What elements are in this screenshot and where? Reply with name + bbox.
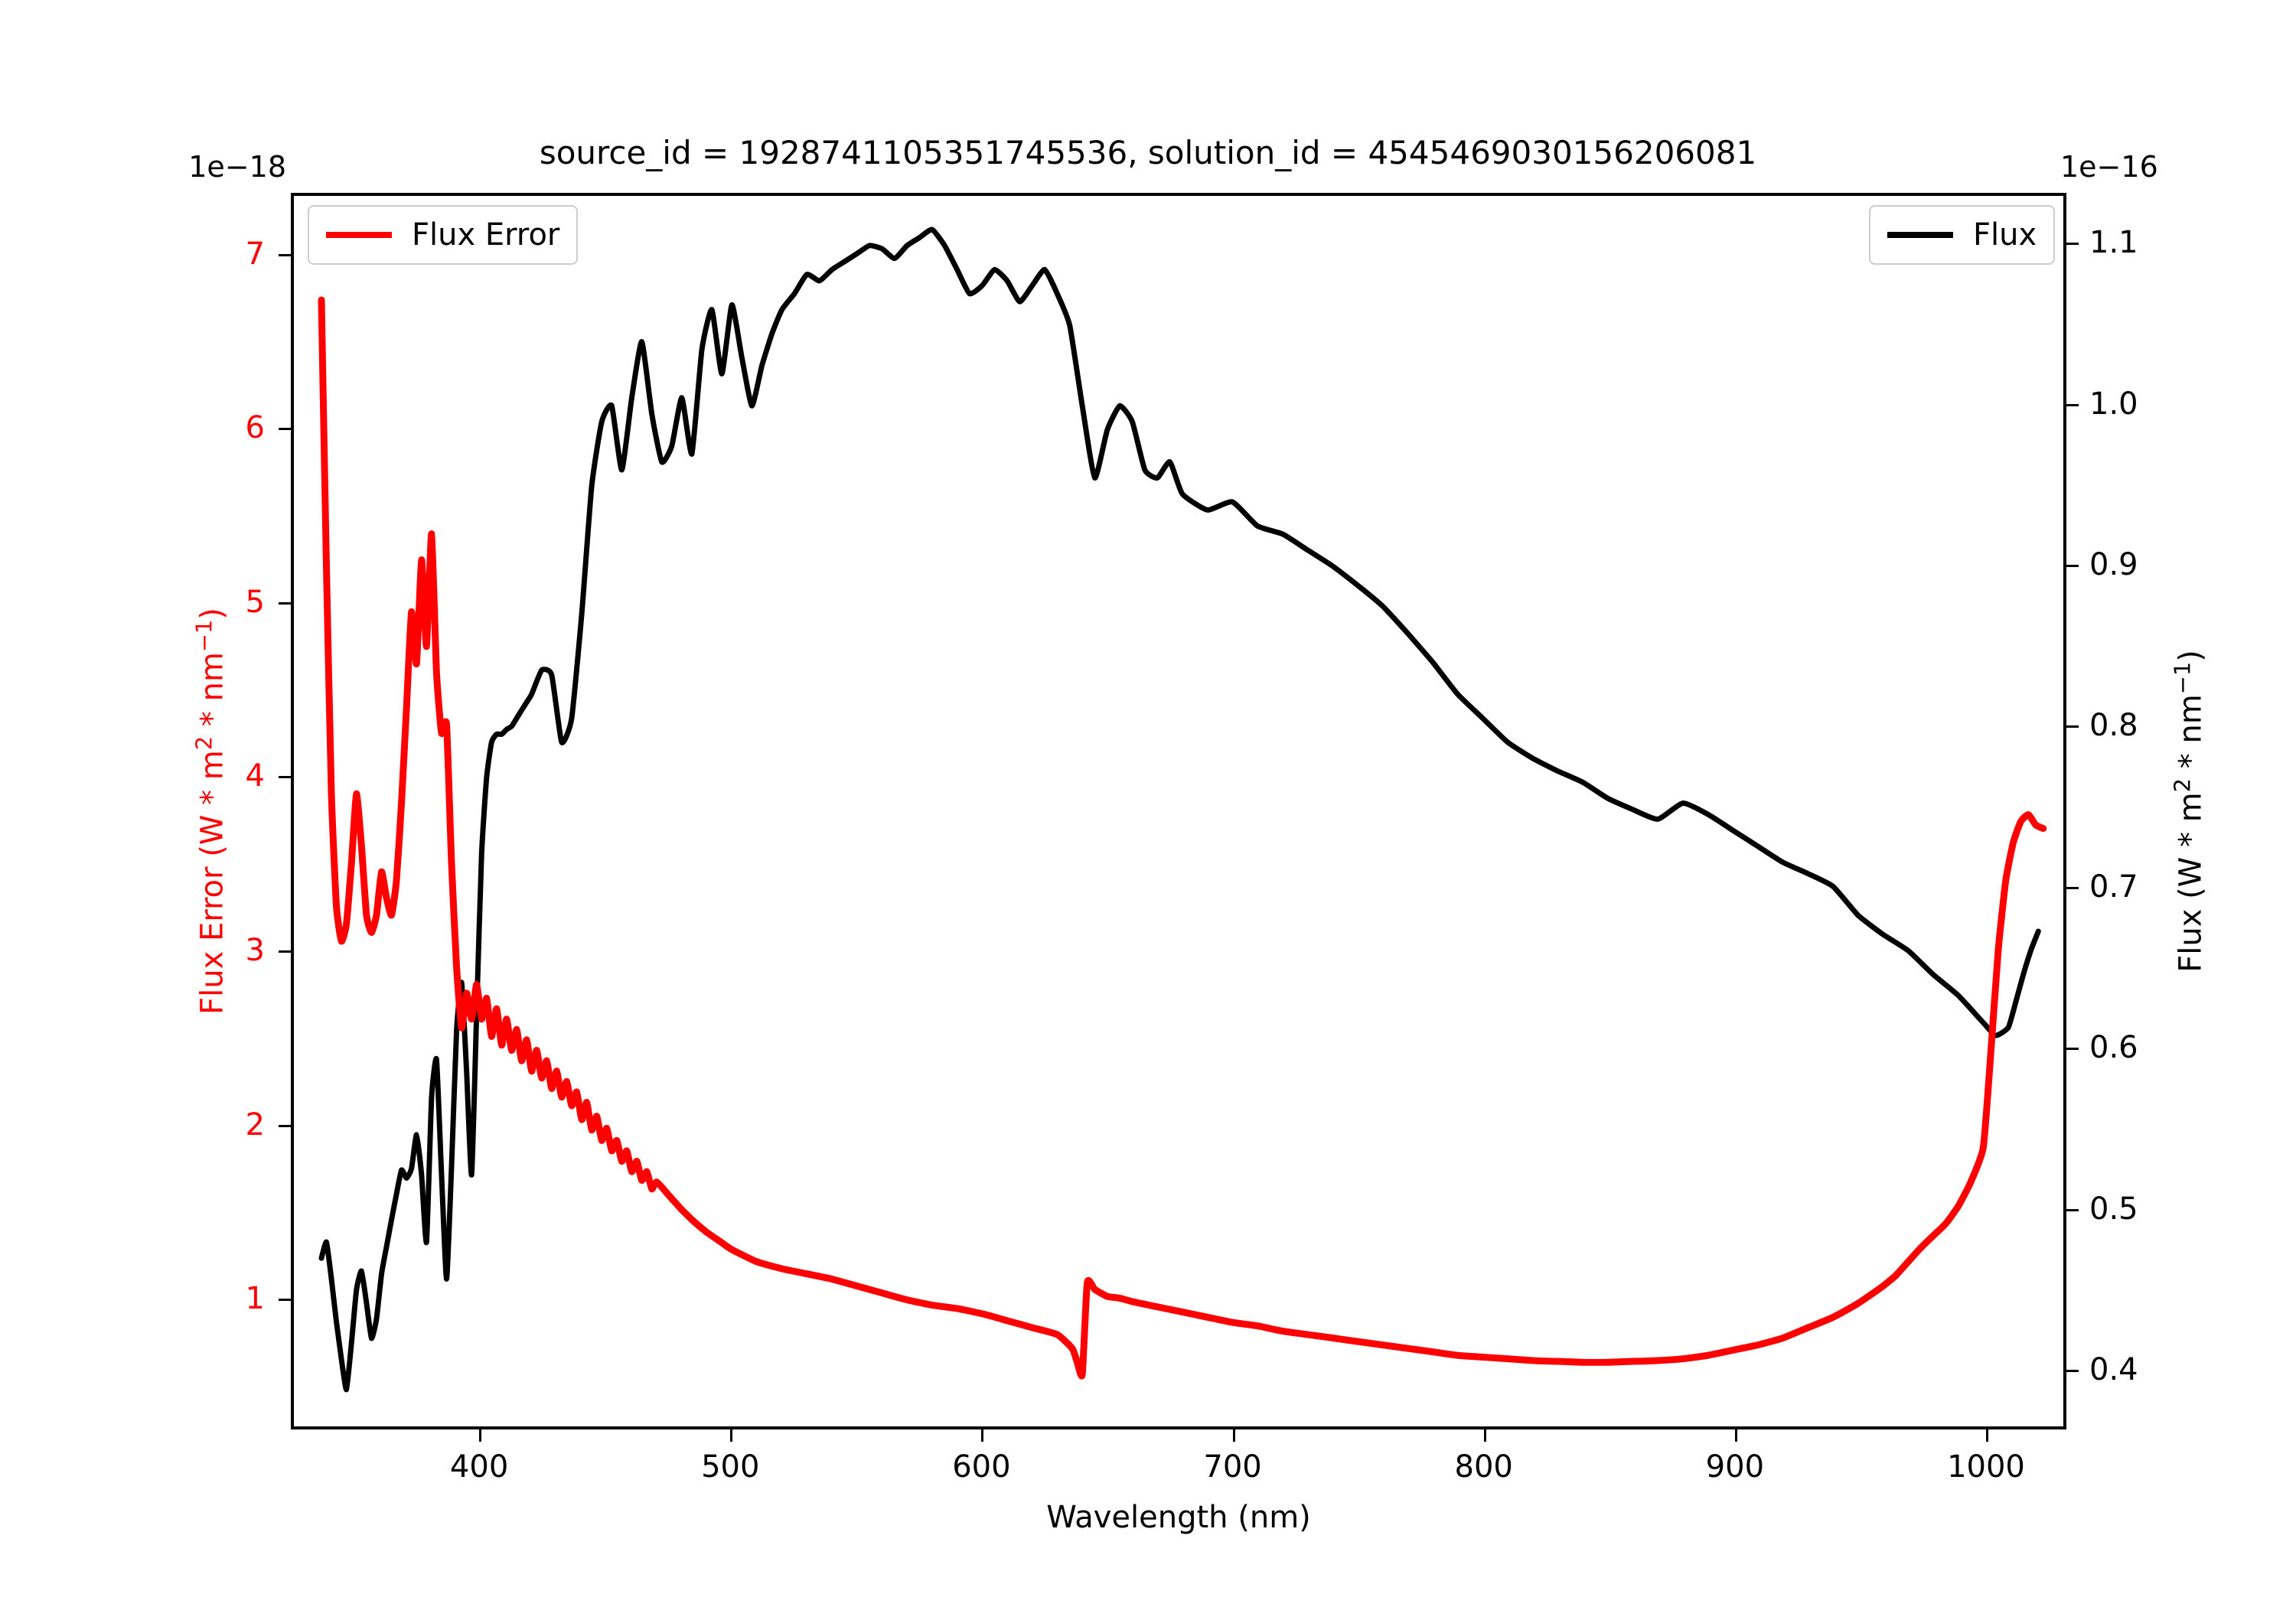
right-axis-title-sup2: −1 — [2169, 661, 2196, 695]
tick-label-x: 800 — [1454, 1449, 1513, 1485]
tick-mark-y-left — [279, 776, 291, 779]
tick-label-y-right: 1.1 — [2089, 225, 2138, 261]
tick-mark-y-right — [2066, 1048, 2079, 1051]
tick-mark-y-right — [2066, 1370, 2079, 1373]
flux-swatch — [1887, 232, 1953, 238]
right-axis-offset-label: 1e−16 — [2060, 150, 2158, 184]
tick-mark-y-right — [2066, 1208, 2079, 1211]
tick-label-y-left: 3 — [245, 933, 265, 969]
right-axis-title-part1: Flux (W * m — [2173, 792, 2209, 973]
tick-mark-x — [730, 1429, 733, 1442]
tick-label-y-left: 2 — [245, 1107, 265, 1143]
tick-label-y-left: 7 — [245, 236, 265, 272]
tick-mark-x — [1232, 1429, 1235, 1442]
tick-mark-x — [981, 1429, 984, 1442]
tick-label-y-right: 0.7 — [2089, 869, 2138, 905]
tick-label-y-right: 0.5 — [2089, 1191, 2138, 1227]
flux-line — [318, 227, 2041, 1393]
flux-error-line — [318, 296, 2047, 1380]
legend-flux-error[interactable]: Flux Error — [308, 205, 579, 265]
tick-label-x: 1000 — [1947, 1449, 2025, 1485]
tick-mark-y-left — [279, 601, 291, 605]
tick-mark-x — [1483, 1429, 1486, 1442]
tick-label-y-left: 4 — [245, 758, 265, 794]
tick-mark-y-left — [279, 1124, 291, 1127]
legend-flux-error-label: Flux Error — [412, 217, 560, 253]
page-title: source_id = 1928741105351745536, solutio… — [539, 134, 1757, 171]
tick-mark-y-right — [2066, 565, 2079, 568]
right-axis-title-part3: ) — [2173, 650, 2209, 662]
left-axis-title-part3: ) — [194, 608, 230, 620]
right-axis-title-sup1: 2 — [2169, 778, 2196, 793]
left-axis-title-part1: Flux Error (W * m — [194, 750, 230, 1015]
tick-label-y-right: 0.8 — [2089, 708, 2138, 744]
legend-flux-label: Flux — [1973, 217, 2037, 253]
tick-label-y-left: 5 — [245, 584, 265, 620]
left-axis-title-sup2: −1 — [191, 619, 217, 653]
tick-label-x: 500 — [701, 1449, 760, 1485]
right-axis-title-part2: * nm — [2173, 694, 2209, 779]
tick-label-y-left: 6 — [245, 410, 265, 446]
tick-mark-y-right — [2066, 886, 2079, 889]
tick-mark-y-right — [2066, 725, 2079, 729]
tick-label-y-right: 0.6 — [2089, 1030, 2138, 1066]
legend-flux[interactable]: Flux — [1869, 205, 2056, 265]
tick-mark-y-right — [2066, 403, 2079, 406]
tick-label-y-right: 0.4 — [2089, 1352, 2138, 1388]
tick-label-y-left: 1 — [245, 1281, 265, 1317]
tick-label-x: 900 — [1705, 1449, 1765, 1485]
tick-mark-x — [1985, 1429, 1988, 1442]
left-axis-offset-label: 1e−18 — [188, 150, 286, 184]
tick-label-y-right: 1.0 — [2089, 386, 2138, 422]
tick-mark-x — [1734, 1429, 1737, 1442]
tick-mark-y-left — [279, 1299, 291, 1302]
tick-label-x: 700 — [1203, 1449, 1262, 1485]
curves-canvas — [318, 227, 2047, 1393]
tick-mark-y-left — [279, 950, 291, 953]
left-axis-title-sup1: 2 — [191, 735, 217, 751]
tick-mark-y-left — [279, 253, 291, 256]
x-axis-title: Wavelength (nm) — [1046, 1500, 1311, 1535]
left-axis-title-part2: * nm — [194, 652, 230, 736]
tick-mark-y-right — [2066, 243, 2079, 246]
flux-error-swatch — [326, 232, 392, 238]
tick-label-x: 600 — [952, 1449, 1011, 1485]
right-axis-title: Flux (W * m2 * nm−1) — [2169, 650, 2208, 973]
tick-label-x: 400 — [449, 1449, 509, 1485]
tick-mark-x — [479, 1429, 482, 1442]
plot-area — [291, 193, 2066, 1429]
tick-mark-y-left — [279, 428, 291, 431]
left-axis-title: Flux Error (W * m2 * nm−1) — [191, 608, 230, 1015]
tick-label-y-right: 0.9 — [2089, 547, 2138, 583]
